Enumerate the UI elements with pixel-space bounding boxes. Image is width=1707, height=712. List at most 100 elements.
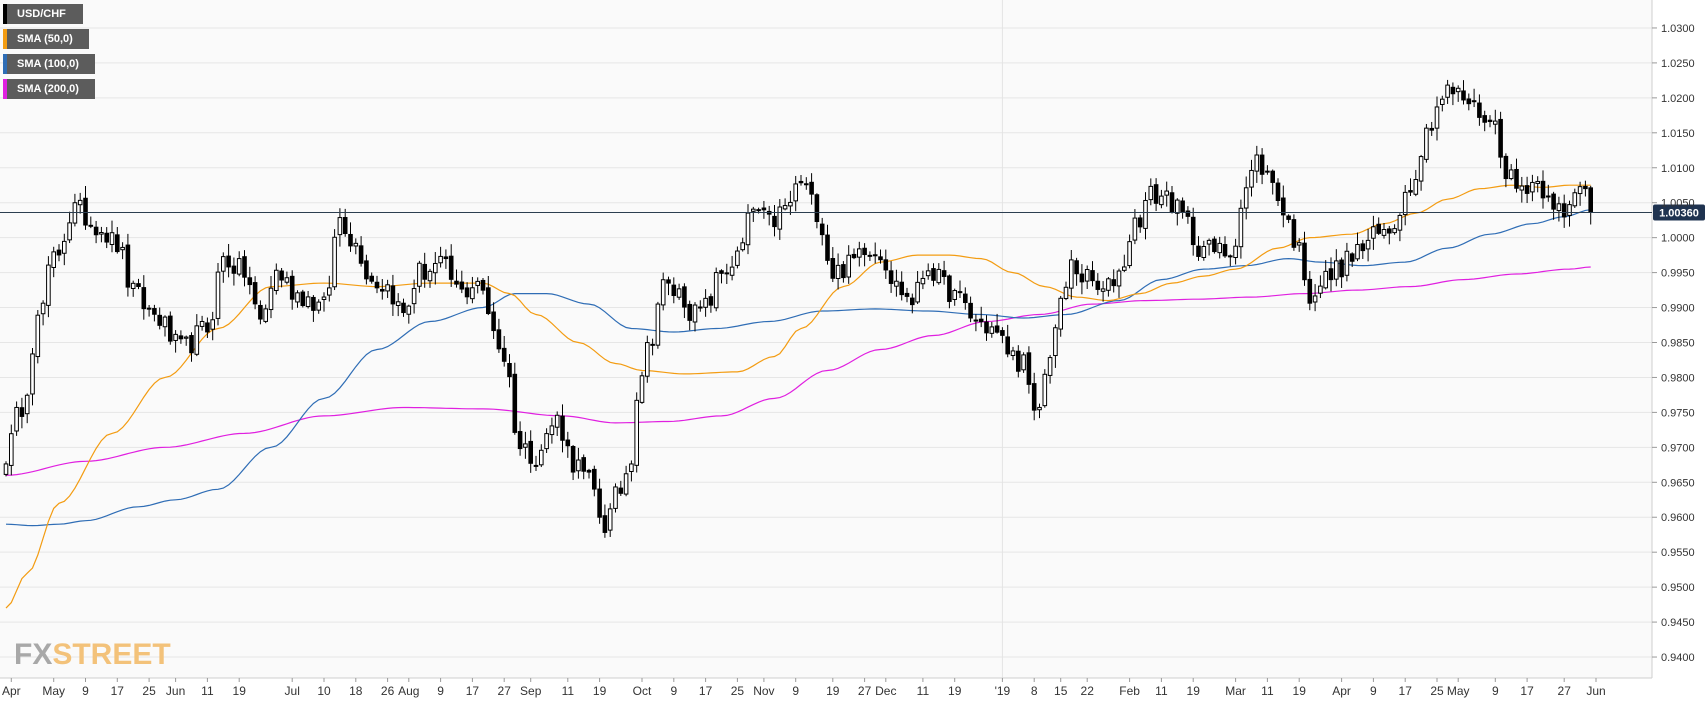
candle-body-up (88, 224, 94, 227)
candle (1222, 236, 1228, 258)
legend-item-sma100[interactable]: SMA (100,0) (3, 54, 95, 74)
x-tick-label: 9 (1492, 684, 1499, 698)
x-tick-label: 19 (1187, 684, 1201, 698)
candle-body-up (1381, 229, 1387, 236)
candle (655, 301, 661, 349)
candle-body-down (501, 347, 507, 362)
candle-body-down (1005, 336, 1011, 355)
candle (1275, 178, 1281, 206)
candle (1259, 148, 1265, 185)
candle (570, 445, 576, 481)
y-tick-label: 0.9750 (1661, 407, 1695, 419)
candle (1153, 178, 1159, 212)
x-tick-label: 9 (82, 684, 89, 698)
candle (1551, 191, 1556, 220)
candle (1090, 261, 1095, 287)
legend-item-usdchf[interactable]: USD/CHF (3, 4, 83, 24)
candle-body-down (1487, 119, 1493, 123)
candle-body-down (533, 464, 539, 467)
candle-body-up (576, 459, 581, 472)
candle-body-down (390, 285, 396, 305)
candle-body-down (459, 281, 465, 290)
candle-body-down (888, 270, 894, 284)
candle (1143, 192, 1148, 240)
candle (443, 249, 449, 269)
candle-body-up (925, 270, 931, 277)
candle-body-down (1079, 273, 1085, 283)
candle-body-down (289, 275, 295, 300)
candle-body-down (348, 233, 353, 247)
candle-body-down (1185, 210, 1191, 217)
candle (629, 460, 634, 482)
candle-body-down (93, 226, 99, 236)
watermark-street: STREET (52, 638, 170, 671)
candle-body-up (1418, 156, 1424, 182)
candle-body-up (782, 205, 788, 210)
candle (597, 478, 602, 524)
candle (321, 292, 327, 312)
candle (1074, 257, 1079, 286)
candle (994, 313, 1000, 334)
candle (660, 272, 666, 311)
candle-body-down (1074, 260, 1079, 275)
candle (289, 270, 295, 310)
candle (1567, 200, 1572, 227)
candle (941, 260, 947, 285)
candle (1042, 369, 1048, 408)
candle (205, 317, 210, 338)
candle-body-up (1249, 169, 1254, 188)
candle (1233, 238, 1238, 265)
candle (109, 220, 115, 253)
x-tick-label: Mar (1225, 684, 1246, 698)
legend-item-sma200[interactable]: SMA (200,0) (3, 79, 95, 99)
candle (592, 465, 597, 497)
candle-body-down (984, 321, 989, 334)
candle (141, 275, 147, 320)
candle (1169, 185, 1175, 214)
y-tick-label: 1.0100 (1661, 163, 1695, 175)
candle (846, 245, 852, 284)
candle (978, 306, 984, 328)
candle (581, 454, 587, 480)
candle (512, 362, 518, 435)
candle (825, 224, 830, 265)
candle-body-down (242, 256, 247, 278)
candle-body-up (1471, 100, 1477, 103)
candle-body-down (941, 270, 947, 277)
candle-body-up (655, 303, 661, 346)
x-tick-label: 25 (1430, 684, 1444, 698)
candle-body-down (480, 279, 486, 291)
candle-body-down (1137, 217, 1143, 228)
y-tick-label: 0.9800 (1661, 372, 1695, 384)
candle-body-down (231, 265, 237, 274)
candle (316, 299, 321, 314)
candle (1583, 180, 1588, 197)
candle-body-up (1106, 278, 1111, 291)
candle (120, 242, 125, 260)
x-tick-label: 19 (233, 684, 247, 698)
candle-body-up (99, 232, 104, 235)
candle-body-up (793, 183, 799, 202)
candle-body-up (470, 287, 475, 300)
candle (507, 354, 512, 388)
candle (1477, 94, 1482, 126)
x-tick-label: '19 (995, 684, 1011, 698)
x-tick-label: 9 (1370, 684, 1377, 698)
legend-item-sma50[interactable]: SMA (50,0) (3, 29, 89, 49)
candle-body-down (883, 259, 889, 271)
candle-body-down (178, 335, 184, 340)
candle-body-up (194, 325, 200, 355)
y-tick-label: 0.9650 (1661, 477, 1695, 489)
fxstreet-watermark: FXSTREET (14, 638, 171, 671)
candle (173, 330, 178, 353)
candle (369, 272, 374, 284)
candle (841, 261, 846, 283)
candle-body-down (994, 325, 1000, 333)
candle (931, 263, 936, 287)
candle-body-down (592, 468, 597, 490)
x-tick-label: Aug (398, 684, 419, 698)
candle-body-down (1190, 216, 1196, 246)
candle (1016, 345, 1021, 378)
candle-body-up (385, 284, 390, 292)
